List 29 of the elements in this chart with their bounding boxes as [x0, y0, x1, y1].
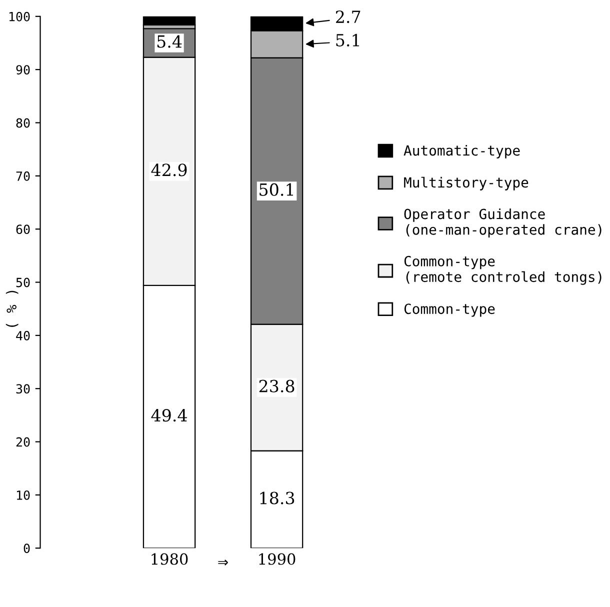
legend-label: Multistory-type [404, 176, 528, 190]
y-tick-label: 60 [16, 224, 30, 234]
data-label: 42.9 [151, 164, 187, 176]
y-tick-label: 50 [16, 278, 30, 288]
text: ⇒ [218, 560, 228, 566]
x-tick-label: 1990 [259, 553, 296, 565]
legend-label: Common-type [404, 304, 495, 317]
legend-label: Operator Guidance (one-man-operated crane) [404, 208, 602, 238]
y-tick-label: 90 [16, 65, 30, 75]
data-label: 18.3 [260, 492, 294, 504]
y-axis-title: ( % ) [6, 290, 18, 327]
data-label: 5.1 [336, 34, 359, 46]
data-label: 49.4 [151, 409, 187, 422]
data-label: 2.7 [336, 10, 360, 24]
y-tick-label: 70 [16, 171, 30, 181]
x-tick-label: 1980 [152, 553, 188, 565]
bar [142, 16, 196, 26]
data-label: 5.4 [157, 35, 182, 48]
data-label: 23.8 [259, 380, 294, 392]
y-tick-label: 10 [16, 490, 30, 500]
y-tick-label: 30 [16, 384, 30, 394]
y-tick-label: 100 [9, 12, 30, 22]
y-tick-label: 20 [16, 437, 30, 447]
legend-label: Automatic-type [404, 144, 520, 158]
y-tick-label: 0 [24, 544, 30, 554]
legend-label: Common-type (remote controled tongs) [404, 256, 602, 285]
data-label: 50.1 [260, 183, 293, 196]
y-tick-label: 80 [16, 118, 30, 128]
y-tick-label: 40 [16, 330, 30, 340]
